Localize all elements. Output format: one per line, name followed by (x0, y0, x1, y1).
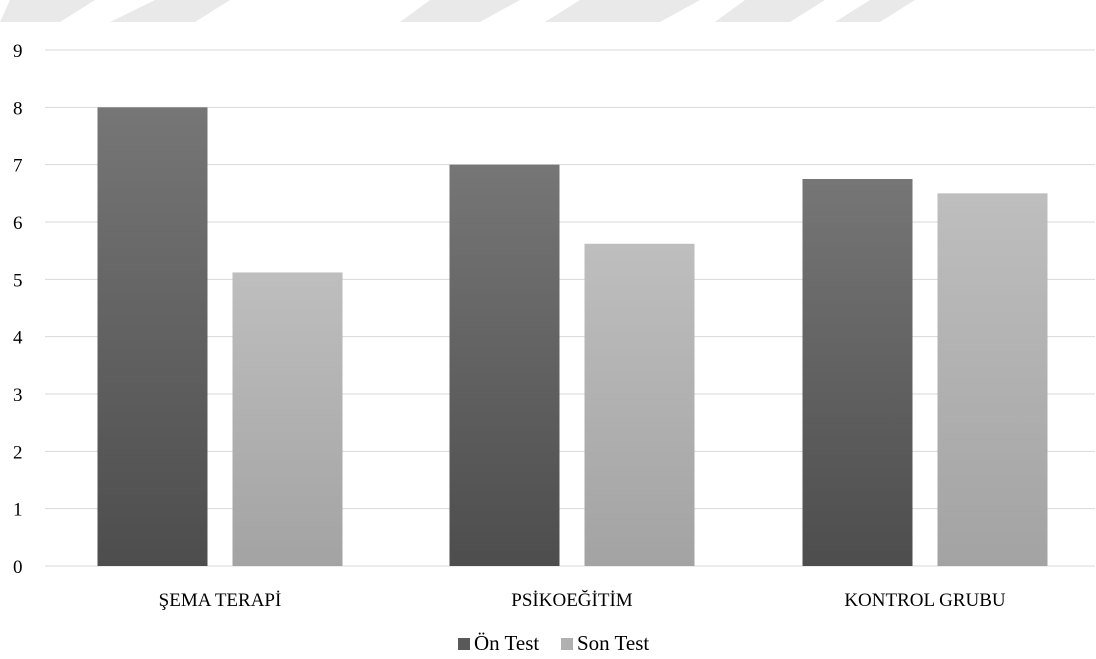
x-axis-categories: ŞEMA TERAPİ PSİKOEĞİTİM KONTROL GRUBU (159, 589, 1006, 611)
y-tick-label-7: 7 (13, 156, 23, 177)
y-tick-label-1: 1 (13, 500, 23, 521)
bar-son-test-2 (937, 193, 1048, 567)
y-tick-label-9: 9 (13, 41, 23, 62)
x-category-label-0: ŞEMA TERAPİ (159, 590, 282, 611)
bar-son-test-1 (584, 243, 695, 566)
bars (97, 107, 1048, 567)
legend: Ön Test Son Test (458, 631, 649, 655)
gridlines (45, 49, 1095, 567)
watermark-shape-4 (715, 0, 825, 22)
legend-label-1: Son Test (577, 631, 649, 655)
watermark-shape-5 (835, 0, 915, 22)
legend-swatch-1 (561, 638, 573, 650)
watermark-shape-2 (400, 0, 520, 22)
watermark-shape-3 (545, 0, 700, 22)
x-category-label-1: PSİKOEĞİTİM (511, 589, 632, 611)
y-tick-label-4: 4 (13, 328, 23, 349)
y-tick-label-2: 2 (13, 442, 23, 463)
y-tick-label-8: 8 (13, 98, 23, 119)
y-axis-ticks: 0 1 2 3 4 5 6 7 8 9 (13, 41, 23, 578)
y-tick-label-6: 6 (13, 213, 23, 234)
y-tick-label-0: 0 (13, 557, 23, 578)
legend-label-0: Ön Test (474, 631, 539, 655)
legend-swatch-0 (458, 638, 470, 650)
y-tick-label-3: 3 (13, 385, 23, 406)
x-category-label-2: KONTROL GRUBU (844, 590, 1006, 611)
bar-on-test-1 (449, 164, 560, 566)
watermark-shape-0 (0, 0, 95, 22)
y-tick-label-5: 5 (13, 270, 23, 291)
watermark-shapes (0, 0, 915, 22)
bar-on-test-2 (802, 179, 913, 566)
bar-son-test-0 (232, 272, 343, 566)
watermark-shape-1 (110, 0, 230, 22)
bar-on-test-0 (97, 107, 208, 566)
